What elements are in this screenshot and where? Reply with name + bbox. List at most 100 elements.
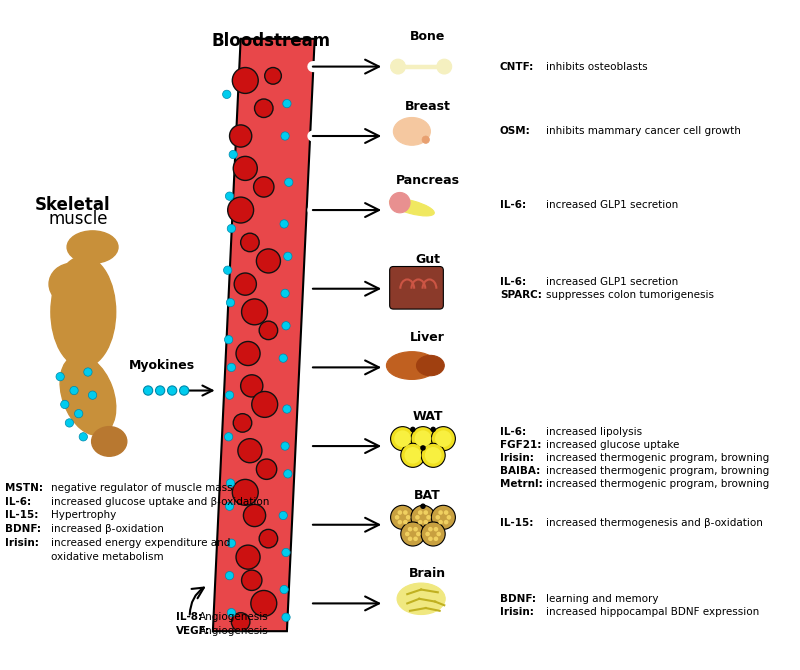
Ellipse shape <box>397 583 445 614</box>
Circle shape <box>70 387 78 395</box>
Ellipse shape <box>390 192 410 213</box>
Text: Breast: Breast <box>405 100 450 113</box>
Circle shape <box>420 503 426 509</box>
Text: Pancreas: Pancreas <box>396 174 460 187</box>
Circle shape <box>259 321 278 340</box>
Circle shape <box>56 373 64 381</box>
Polygon shape <box>213 39 314 631</box>
FancyBboxPatch shape <box>390 267 443 309</box>
Circle shape <box>226 391 234 399</box>
Circle shape <box>430 427 436 432</box>
Circle shape <box>394 515 399 520</box>
Circle shape <box>79 433 87 441</box>
Circle shape <box>281 132 290 140</box>
Circle shape <box>415 515 420 520</box>
Text: increased β-oxidation: increased β-oxidation <box>51 525 164 535</box>
Circle shape <box>236 545 260 570</box>
Circle shape <box>434 527 438 531</box>
Circle shape <box>61 400 69 409</box>
Text: negative regulator of muscle mass: negative regulator of muscle mass <box>51 482 233 492</box>
Circle shape <box>226 192 234 200</box>
Circle shape <box>428 537 433 541</box>
Circle shape <box>398 520 402 525</box>
Circle shape <box>243 505 266 527</box>
Circle shape <box>236 342 260 366</box>
Circle shape <box>254 177 274 197</box>
Text: SPARC:: SPARC: <box>500 290 542 300</box>
Ellipse shape <box>390 198 434 216</box>
Text: muscle: muscle <box>49 210 109 228</box>
Circle shape <box>227 363 235 372</box>
Circle shape <box>405 532 410 536</box>
Circle shape <box>438 511 443 515</box>
Circle shape <box>418 520 422 525</box>
Circle shape <box>228 197 254 223</box>
Circle shape <box>242 570 262 590</box>
Circle shape <box>282 322 290 330</box>
Circle shape <box>431 505 455 529</box>
Circle shape <box>414 430 431 447</box>
Circle shape <box>403 511 408 515</box>
Circle shape <box>435 515 440 520</box>
Circle shape <box>423 511 428 515</box>
Ellipse shape <box>60 355 116 436</box>
Circle shape <box>234 156 258 180</box>
Text: increased thermogenic program, browning: increased thermogenic program, browning <box>546 453 770 463</box>
Circle shape <box>226 479 234 487</box>
Text: OSM:: OSM: <box>500 127 530 137</box>
Circle shape <box>435 430 452 447</box>
Text: oxidative metabolism: oxidative metabolism <box>51 552 163 562</box>
Circle shape <box>241 233 259 252</box>
Text: Brain: Brain <box>409 567 446 580</box>
Circle shape <box>282 548 290 557</box>
Circle shape <box>420 445 426 451</box>
Bar <box>398 65 444 68</box>
Text: IL-8:: IL-8: <box>176 612 202 622</box>
Circle shape <box>428 527 433 531</box>
Circle shape <box>390 59 406 74</box>
Circle shape <box>234 413 252 432</box>
Circle shape <box>242 299 267 325</box>
Text: learning and memory: learning and memory <box>546 594 658 604</box>
Circle shape <box>229 150 238 159</box>
Circle shape <box>279 354 287 362</box>
Text: IL-6:: IL-6: <box>500 427 526 438</box>
Text: IL-6:: IL-6: <box>5 496 30 507</box>
Circle shape <box>238 439 262 463</box>
Text: Hypertrophy: Hypertrophy <box>51 511 116 521</box>
Circle shape <box>256 459 277 480</box>
Circle shape <box>444 520 449 525</box>
Text: inhibits osteoblasts: inhibits osteoblasts <box>546 62 648 72</box>
Circle shape <box>66 419 74 427</box>
Circle shape <box>179 386 189 395</box>
Text: Liver: Liver <box>410 331 445 344</box>
Circle shape <box>390 427 414 451</box>
Ellipse shape <box>51 257 116 367</box>
Circle shape <box>256 249 281 273</box>
Text: CNTF:: CNTF: <box>500 62 534 72</box>
Circle shape <box>426 515 431 520</box>
Ellipse shape <box>92 427 127 456</box>
Ellipse shape <box>49 263 95 305</box>
Circle shape <box>155 386 165 395</box>
Circle shape <box>446 515 451 520</box>
Circle shape <box>230 125 252 147</box>
Text: Gut: Gut <box>415 253 440 265</box>
Text: IL-6:: IL-6: <box>500 277 526 287</box>
Circle shape <box>222 90 231 98</box>
Circle shape <box>167 386 177 395</box>
Circle shape <box>437 59 452 74</box>
Text: increased energy expenditure and: increased energy expenditure and <box>51 538 230 548</box>
Circle shape <box>285 178 293 186</box>
Text: WAT: WAT <box>412 410 443 423</box>
Text: BAIBA:: BAIBA: <box>500 466 540 476</box>
Circle shape <box>423 520 428 525</box>
Circle shape <box>226 298 234 307</box>
Text: IL-15:: IL-15: <box>500 518 533 528</box>
Circle shape <box>231 612 250 631</box>
Circle shape <box>251 590 277 616</box>
Circle shape <box>74 409 83 418</box>
Circle shape <box>227 608 235 617</box>
Circle shape <box>282 99 291 108</box>
Bar <box>398 65 444 68</box>
